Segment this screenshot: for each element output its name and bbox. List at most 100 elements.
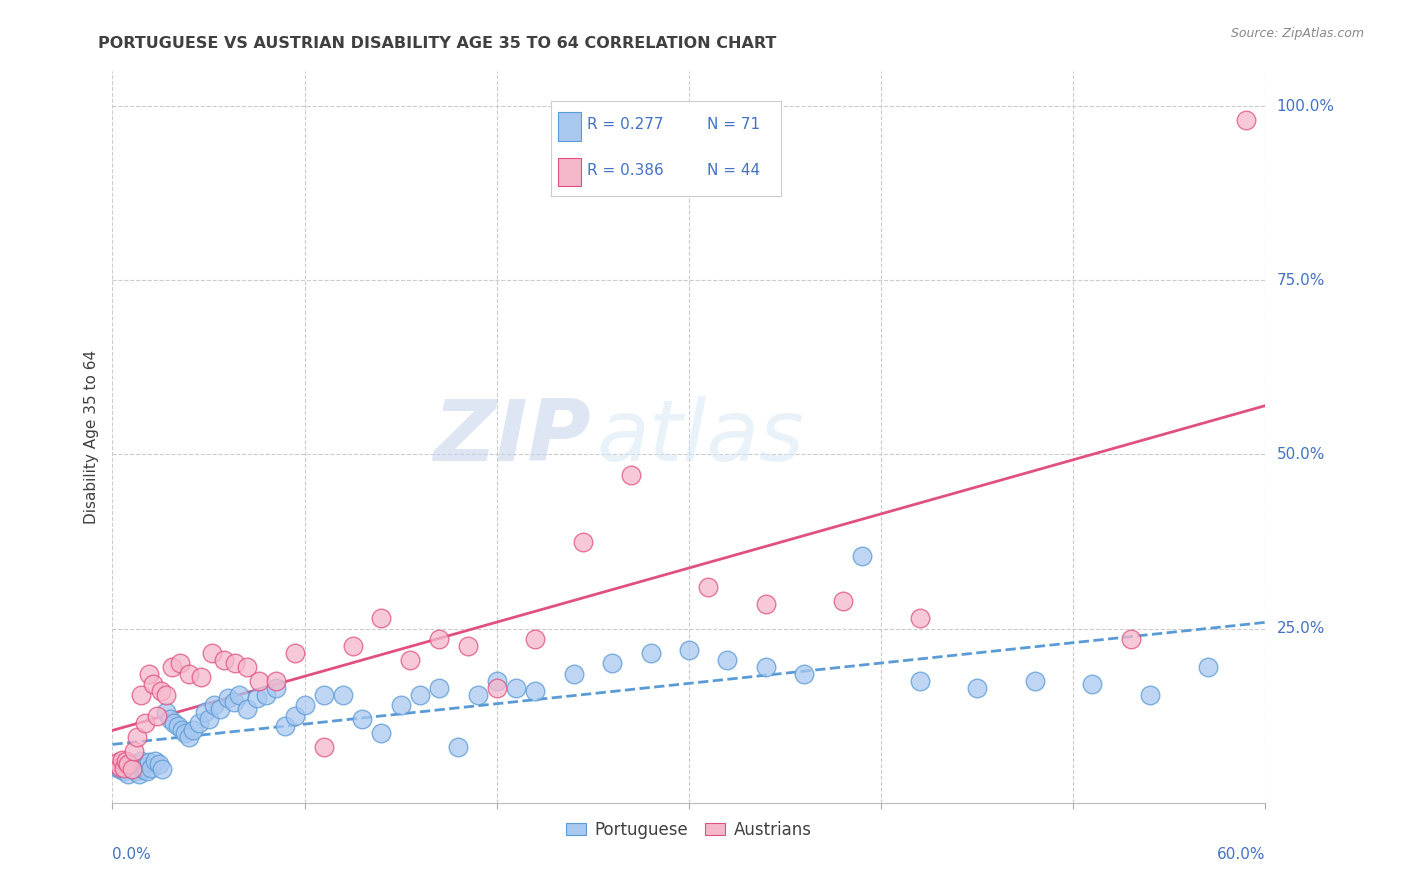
Point <box>170 723 193 737</box>
Point <box>174 726 197 740</box>
Point <box>572 534 595 549</box>
Point <box>160 660 183 674</box>
Text: atlas: atlas <box>596 395 804 479</box>
Point <box>524 684 547 698</box>
Point <box>111 759 134 773</box>
Point <box>447 740 470 755</box>
Point <box>755 660 778 674</box>
Point <box>312 740 335 755</box>
Point <box>851 549 873 563</box>
Point <box>467 688 489 702</box>
Point <box>166 719 188 733</box>
Point <box>332 688 354 702</box>
Point <box>124 764 146 779</box>
Point <box>148 757 170 772</box>
Point <box>155 688 177 702</box>
Text: PORTUGUESE VS AUSTRIAN DISABILITY AGE 35 TO 64 CORRELATION CHART: PORTUGUESE VS AUSTRIAN DISABILITY AGE 35… <box>98 36 776 51</box>
Point <box>284 646 307 660</box>
Point <box>122 763 145 777</box>
Point <box>128 766 150 780</box>
Point <box>620 468 643 483</box>
Point <box>908 611 931 625</box>
Point <box>1234 113 1257 128</box>
Point <box>228 688 250 702</box>
Point <box>209 702 232 716</box>
Point <box>143 754 166 768</box>
Point <box>136 764 159 779</box>
Point <box>236 702 259 716</box>
Point <box>107 761 129 775</box>
Point <box>427 681 450 695</box>
Point <box>121 761 143 775</box>
Point <box>640 646 662 660</box>
Point <box>274 719 297 733</box>
Point <box>122 743 145 757</box>
Point <box>117 757 139 772</box>
Point <box>294 698 316 713</box>
Point <box>966 681 988 695</box>
Point <box>254 688 277 702</box>
Point <box>793 667 815 681</box>
Point <box>755 597 778 611</box>
Point <box>246 691 269 706</box>
Point <box>112 761 135 775</box>
Point <box>138 667 160 681</box>
Point <box>159 712 181 726</box>
Point <box>352 712 374 726</box>
Point <box>247 673 270 688</box>
Point <box>105 757 128 772</box>
Point <box>1119 632 1142 646</box>
Point <box>115 754 138 768</box>
Point <box>399 653 422 667</box>
Point <box>217 691 239 706</box>
Point <box>202 698 225 713</box>
Text: 75.0%: 75.0% <box>1277 273 1324 288</box>
Y-axis label: Disability Age 35 to 64: Disability Age 35 to 64 <box>83 350 98 524</box>
Point <box>485 673 508 688</box>
Point <box>224 657 246 671</box>
Point <box>1197 660 1219 674</box>
Point <box>505 681 527 695</box>
Point <box>409 688 432 702</box>
Point <box>212 653 235 667</box>
Point <box>312 688 335 702</box>
Point <box>132 763 155 777</box>
Point <box>908 673 931 688</box>
Text: ZIP: ZIP <box>433 395 591 479</box>
Text: 0.0%: 0.0% <box>112 847 152 862</box>
Point <box>112 764 135 779</box>
Point <box>155 705 177 719</box>
Point <box>716 653 738 667</box>
Point <box>105 757 128 772</box>
Point <box>181 723 204 737</box>
Point <box>152 763 174 777</box>
Point <box>142 677 165 691</box>
Point <box>1024 673 1046 688</box>
Point <box>524 632 547 646</box>
Point <box>485 681 508 695</box>
Point <box>562 667 585 681</box>
Point <box>236 660 259 674</box>
Point <box>129 754 153 768</box>
Point <box>127 730 149 744</box>
Point <box>179 730 201 744</box>
Point <box>169 657 191 671</box>
Point <box>831 594 853 608</box>
Point <box>111 753 134 767</box>
Point <box>107 756 129 770</box>
Point <box>264 673 287 688</box>
Point <box>389 698 412 713</box>
Point <box>127 757 149 772</box>
Text: Source: ZipAtlas.com: Source: ZipAtlas.com <box>1230 27 1364 40</box>
Point <box>678 642 700 657</box>
Point <box>600 657 623 671</box>
Point <box>197 712 219 726</box>
Point <box>188 715 211 730</box>
Text: 60.0%: 60.0% <box>1218 847 1265 862</box>
Point <box>264 681 287 695</box>
Text: 25.0%: 25.0% <box>1277 621 1324 636</box>
Point <box>1139 688 1161 702</box>
Point <box>134 715 156 730</box>
Point <box>118 757 141 772</box>
Point <box>115 756 138 770</box>
